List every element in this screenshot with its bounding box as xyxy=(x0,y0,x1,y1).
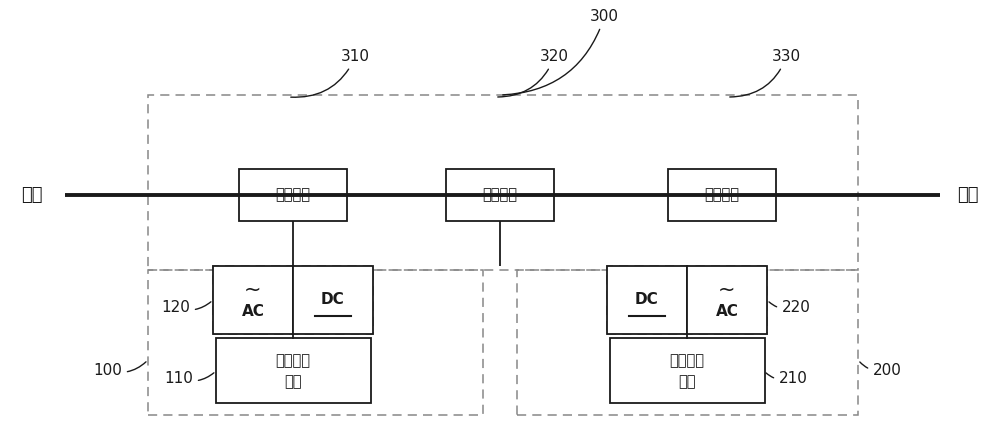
Text: 100: 100 xyxy=(93,362,146,378)
Bar xyxy=(517,270,858,415)
Bar xyxy=(213,266,293,334)
Text: 300: 300 xyxy=(503,9,619,95)
Text: DC: DC xyxy=(321,293,345,307)
Text: 120: 120 xyxy=(161,300,211,315)
Bar xyxy=(239,169,347,221)
Bar xyxy=(607,266,687,334)
Text: 第二开关: 第二开关 xyxy=(482,187,518,202)
Text: 第三开关: 第三开关 xyxy=(704,187,740,202)
Text: 电容储能
系统: 电容储能 系统 xyxy=(670,353,704,389)
Bar xyxy=(687,266,767,334)
Bar xyxy=(213,266,373,334)
Bar xyxy=(148,270,483,415)
Bar xyxy=(148,95,858,270)
Text: 210: 210 xyxy=(766,371,808,386)
Text: AC: AC xyxy=(242,304,264,320)
Bar xyxy=(293,266,373,334)
Text: 110: 110 xyxy=(164,371,214,386)
Text: 第一开关: 第一开关 xyxy=(276,187,310,202)
Text: 电网: 电网 xyxy=(21,186,43,204)
Text: 220: 220 xyxy=(769,300,811,315)
Text: ~: ~ xyxy=(718,280,736,300)
Bar xyxy=(610,338,765,403)
Text: 负载: 负载 xyxy=(957,186,979,204)
Text: DC: DC xyxy=(635,293,659,307)
Text: 320: 320 xyxy=(498,49,569,97)
Text: 330: 330 xyxy=(730,49,801,97)
Text: 310: 310 xyxy=(291,49,370,97)
Bar xyxy=(607,266,767,334)
Text: 电池储能
系统: 电池储能 系统 xyxy=(276,353,310,389)
Bar xyxy=(446,169,554,221)
Bar xyxy=(668,169,776,221)
Bar xyxy=(216,338,371,403)
Text: AC: AC xyxy=(716,304,738,320)
Text: 200: 200 xyxy=(860,362,902,378)
Text: ~: ~ xyxy=(244,280,262,300)
